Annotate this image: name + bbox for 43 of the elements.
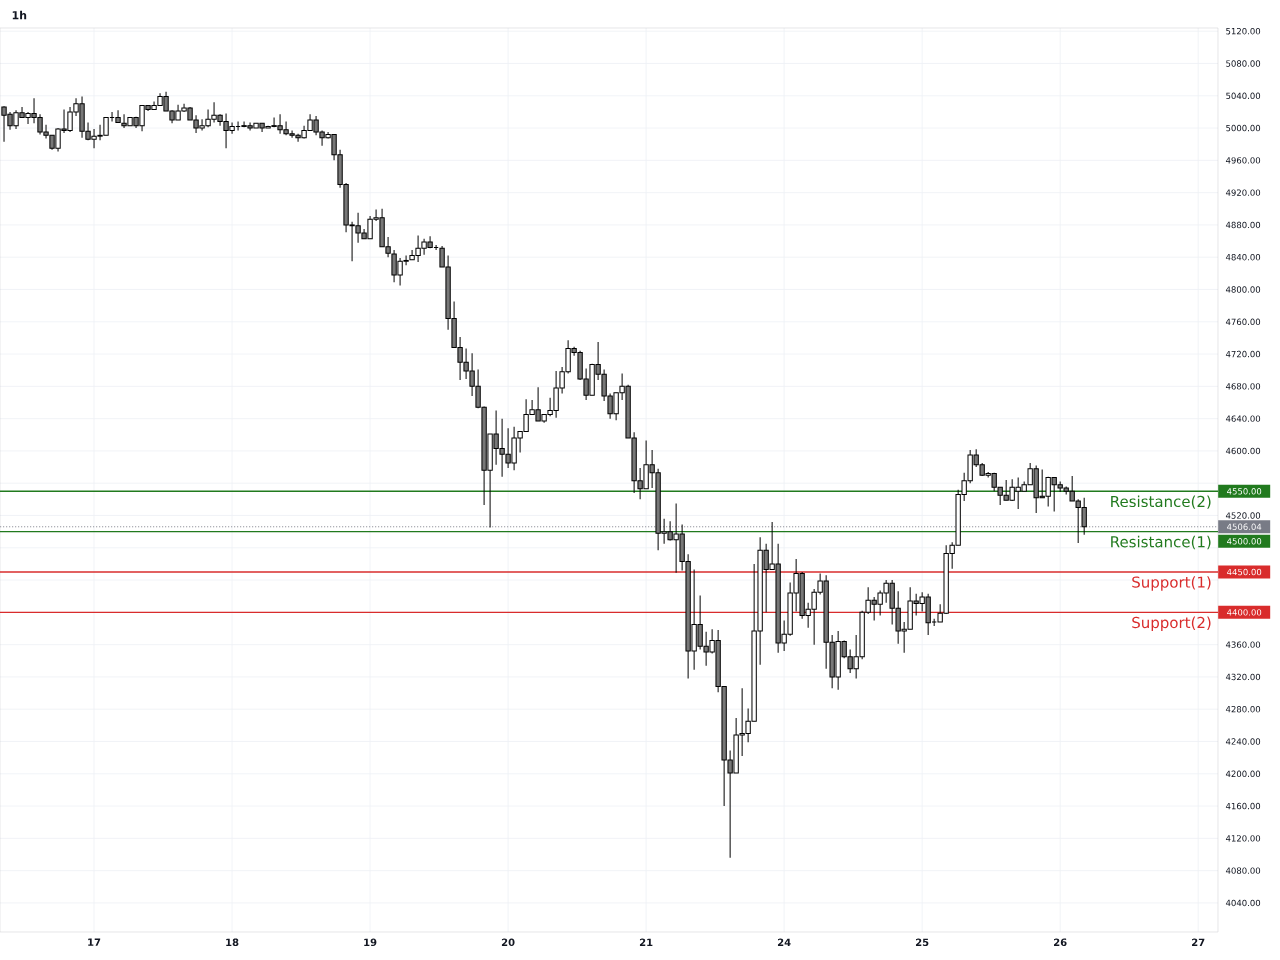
y-tick-label: 4960.00: [1225, 157, 1261, 164]
y-tick-label: 4600.00: [1225, 447, 1261, 455]
y-tick-label: 4680.00: [1225, 383, 1261, 390]
x-tick-label: 20: [501, 938, 515, 947]
text: 4506.04: [1227, 523, 1262, 530]
y-tick-label: 4800.00: [1225, 286, 1261, 293]
x-tick-label: 27: [1192, 938, 1205, 946]
x-tick-label: 25: [915, 938, 929, 947]
ref-line-label: Support(1): [1132, 576, 1211, 591]
ref-line-label: Resistance(2): [1111, 495, 1211, 509]
y-tick-label: 4760.00: [1225, 318, 1261, 326]
x-tick-label: 24: [777, 938, 791, 946]
x-tick-label: 26: [1054, 938, 1067, 947]
x-tick-label: 19: [364, 938, 377, 947]
y-tick-label: 4160.00: [1225, 802, 1261, 810]
y-tick-label: 4120.00: [1225, 835, 1261, 842]
y-tick-label: 4320.00: [1225, 673, 1261, 681]
y-tick-label: 4880.00: [1225, 221, 1261, 229]
y-tick-label: 4640.00: [1225, 415, 1261, 422]
y-tick-label: 4520.00: [1225, 512, 1261, 519]
chart-title: 1h: [12, 10, 27, 20]
y-tick-label: 4080.00: [1225, 867, 1261, 874]
y-tick-label: 5000.00: [1226, 124, 1261, 132]
y-tick-label: 4240.00: [1225, 738, 1261, 745]
y-tick-label: 4840.00: [1225, 254, 1261, 261]
x-tick-label: 18: [226, 938, 239, 947]
ref-line-label: Support(2): [1132, 616, 1211, 632]
x-tick-label: 21: [639, 938, 653, 946]
y-tick-label: 4280.00: [1225, 706, 1261, 713]
text: 4550.00: [1227, 488, 1262, 495]
text: 4400.00: [1227, 609, 1262, 616]
text: 4500.00: [1227, 538, 1262, 545]
y-tick-label: 5080.00: [1226, 60, 1261, 67]
y-tick-label: 4040.00: [1225, 899, 1261, 907]
y-tick-label: 4920.00: [1225, 189, 1261, 196]
y-tick-label: 5040.00: [1226, 92, 1261, 99]
text: 4450.00: [1227, 568, 1262, 576]
y-tick-label: 4720.00: [1225, 350, 1261, 358]
y-tick-label: 5120.00: [1226, 28, 1261, 35]
y-tick-label: 4200.00: [1225, 770, 1261, 778]
ref-line-label: Resistance(1): [1111, 535, 1211, 550]
y-tick-label: 4360.00: [1225, 641, 1261, 648]
x-tick-label: 17: [88, 938, 101, 946]
